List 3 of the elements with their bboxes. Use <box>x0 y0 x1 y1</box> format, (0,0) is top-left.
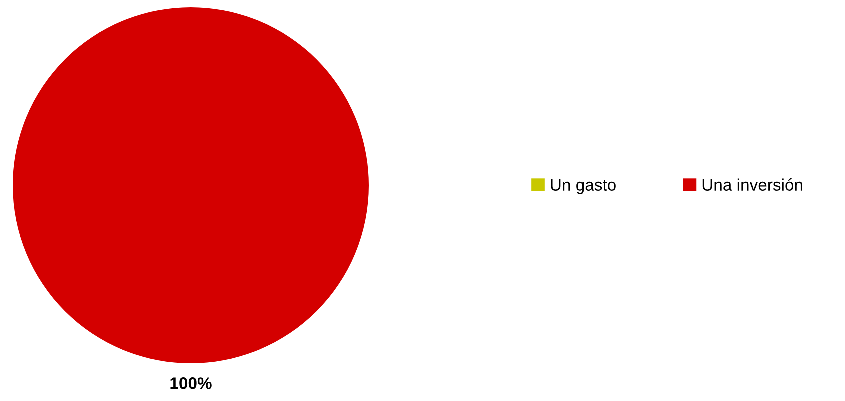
legend-label: Una inversión <box>702 178 802 191</box>
data-label: 100% <box>170 378 212 390</box>
legend-label: Un gasto <box>551 179 616 194</box>
